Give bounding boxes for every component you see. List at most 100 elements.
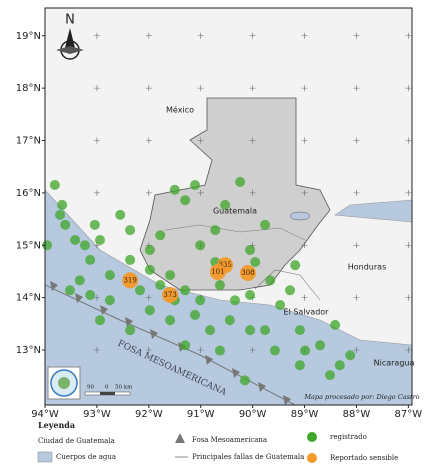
place-label: Nicaragua <box>374 359 415 368</box>
grid-cross <box>197 189 204 196</box>
grid-cross <box>145 189 152 196</box>
scale-label: 90 <box>87 385 94 391</box>
recorded-event <box>70 235 81 246</box>
event-label: 101 <box>211 268 224 276</box>
guatemala <box>139 97 331 291</box>
recorded-event <box>210 225 221 236</box>
border <box>254 269 321 301</box>
legend-label: registrado <box>330 433 367 441</box>
graticule <box>93 32 412 354</box>
recorded-event <box>115 209 126 220</box>
reported-event <box>239 265 256 282</box>
legend-title: Leyenda <box>38 420 75 430</box>
frame <box>44 7 413 406</box>
place-label: El Salvador <box>284 308 330 317</box>
place-label: Honduras <box>348 263 387 272</box>
recorded-event <box>155 230 166 241</box>
basemap <box>45 8 412 405</box>
recorded-event <box>285 285 296 296</box>
grid-cross <box>93 85 100 92</box>
grid-cross <box>301 32 308 39</box>
x-tick-label: 89°W <box>291 409 319 420</box>
grid-cross <box>405 189 412 196</box>
y-tick-label: 17°N <box>16 136 41 147</box>
grid-cross <box>249 347 256 354</box>
recorded-event <box>324 370 335 381</box>
recorded-event <box>144 264 155 275</box>
grid-cross <box>197 32 204 39</box>
recorded-event <box>294 325 305 336</box>
recorded-event <box>334 360 345 371</box>
recorded-event <box>104 295 115 306</box>
recorded-event <box>190 309 201 320</box>
reported-event <box>162 287 179 304</box>
recorded-event <box>104 270 115 281</box>
recorded-event <box>269 345 280 356</box>
legend-label: Ciudad de Guatemala <box>38 437 115 445</box>
recorded-event <box>89 219 100 230</box>
event-label: 308 <box>241 269 254 277</box>
place-label: Guatemala <box>213 207 257 216</box>
recorded-event <box>144 244 155 255</box>
grid-cross <box>249 32 256 39</box>
reported-event <box>122 272 139 289</box>
grid-cross <box>197 85 204 92</box>
grid-cross <box>93 32 100 39</box>
grid-cross <box>301 85 308 92</box>
recorded-event <box>55 209 66 220</box>
recorded-event <box>79 240 90 251</box>
recorded-event <box>250 257 261 268</box>
recorded-event <box>239 375 250 386</box>
grid-cross <box>93 294 100 301</box>
legend-label: Fosa Mesoamericana <box>192 436 267 444</box>
y-tick-label: 16°N <box>16 188 41 199</box>
grid-cross <box>93 347 100 354</box>
legend-swatch <box>37 451 53 463</box>
recorded-event <box>330 319 341 330</box>
recorded-event <box>125 325 136 336</box>
grid-cross <box>353 242 360 249</box>
recorded-event <box>180 195 191 206</box>
recorded-event <box>60 219 71 230</box>
grid-cross <box>405 32 412 39</box>
recorded-event <box>180 340 191 351</box>
recorded-event <box>260 325 271 336</box>
grid-cross <box>145 32 152 39</box>
recorded-event <box>245 325 256 336</box>
recorded-event <box>235 176 246 187</box>
grid-cross <box>353 347 360 354</box>
grid-cross <box>249 189 256 196</box>
recorded-event <box>195 295 206 306</box>
x-tick-label: 93°W <box>83 409 111 420</box>
recorded-event <box>260 219 271 230</box>
event-label: 319 <box>123 276 136 284</box>
grid-cross <box>353 189 360 196</box>
recorded-event <box>125 254 136 265</box>
recorded-event <box>214 280 225 291</box>
recorded-event <box>180 285 191 296</box>
grid-cross <box>301 242 308 249</box>
trench-triangles <box>50 281 291 405</box>
recorded-event <box>220 199 231 210</box>
grid-cross <box>405 294 412 301</box>
place-label: México <box>166 105 194 115</box>
event-label: 373 <box>163 291 176 299</box>
x-tick-label: 90°W <box>239 409 267 420</box>
reported-event <box>209 263 226 280</box>
grid-cross <box>145 294 152 301</box>
grid-cross <box>145 85 152 92</box>
x-tick-label: 91°W <box>187 409 215 420</box>
legend-swatch <box>175 433 185 443</box>
recorded-event <box>134 285 145 296</box>
grid-cross <box>249 137 256 144</box>
recorded-event <box>95 315 106 326</box>
recorded-event <box>290 260 301 271</box>
north-arrow: N <box>56 13 84 60</box>
grid-cross <box>405 137 412 144</box>
recorded-event <box>245 290 256 301</box>
recorded-event <box>245 244 256 255</box>
grid-cross <box>353 32 360 39</box>
grid-cross <box>145 137 152 144</box>
recorded-event <box>195 240 206 251</box>
